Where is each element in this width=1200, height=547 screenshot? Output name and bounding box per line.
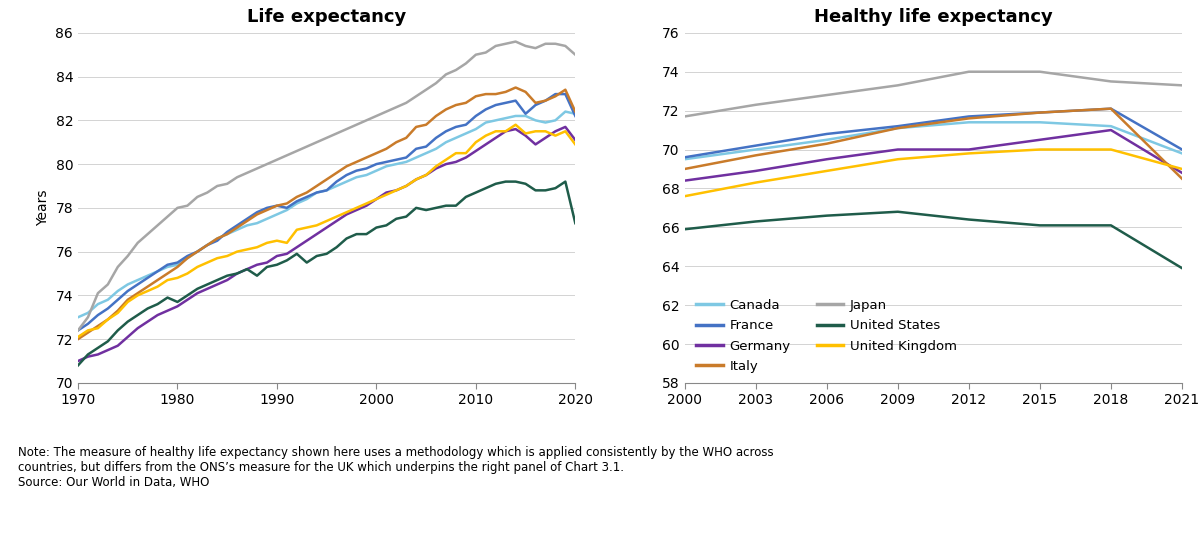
Legend: Canada, France, Germany, Italy, Japan, United States, United Kingdom: Canada, France, Germany, Italy, Japan, U… — [696, 299, 956, 373]
Title: Healthy life expectancy: Healthy life expectancy — [814, 8, 1052, 26]
Y-axis label: Years: Years — [36, 190, 50, 226]
Title: Life expectancy: Life expectancy — [247, 8, 407, 26]
Text: Note: The measure of healthy life expectancy shown here uses a methodology which: Note: The measure of healthy life expect… — [18, 446, 774, 489]
